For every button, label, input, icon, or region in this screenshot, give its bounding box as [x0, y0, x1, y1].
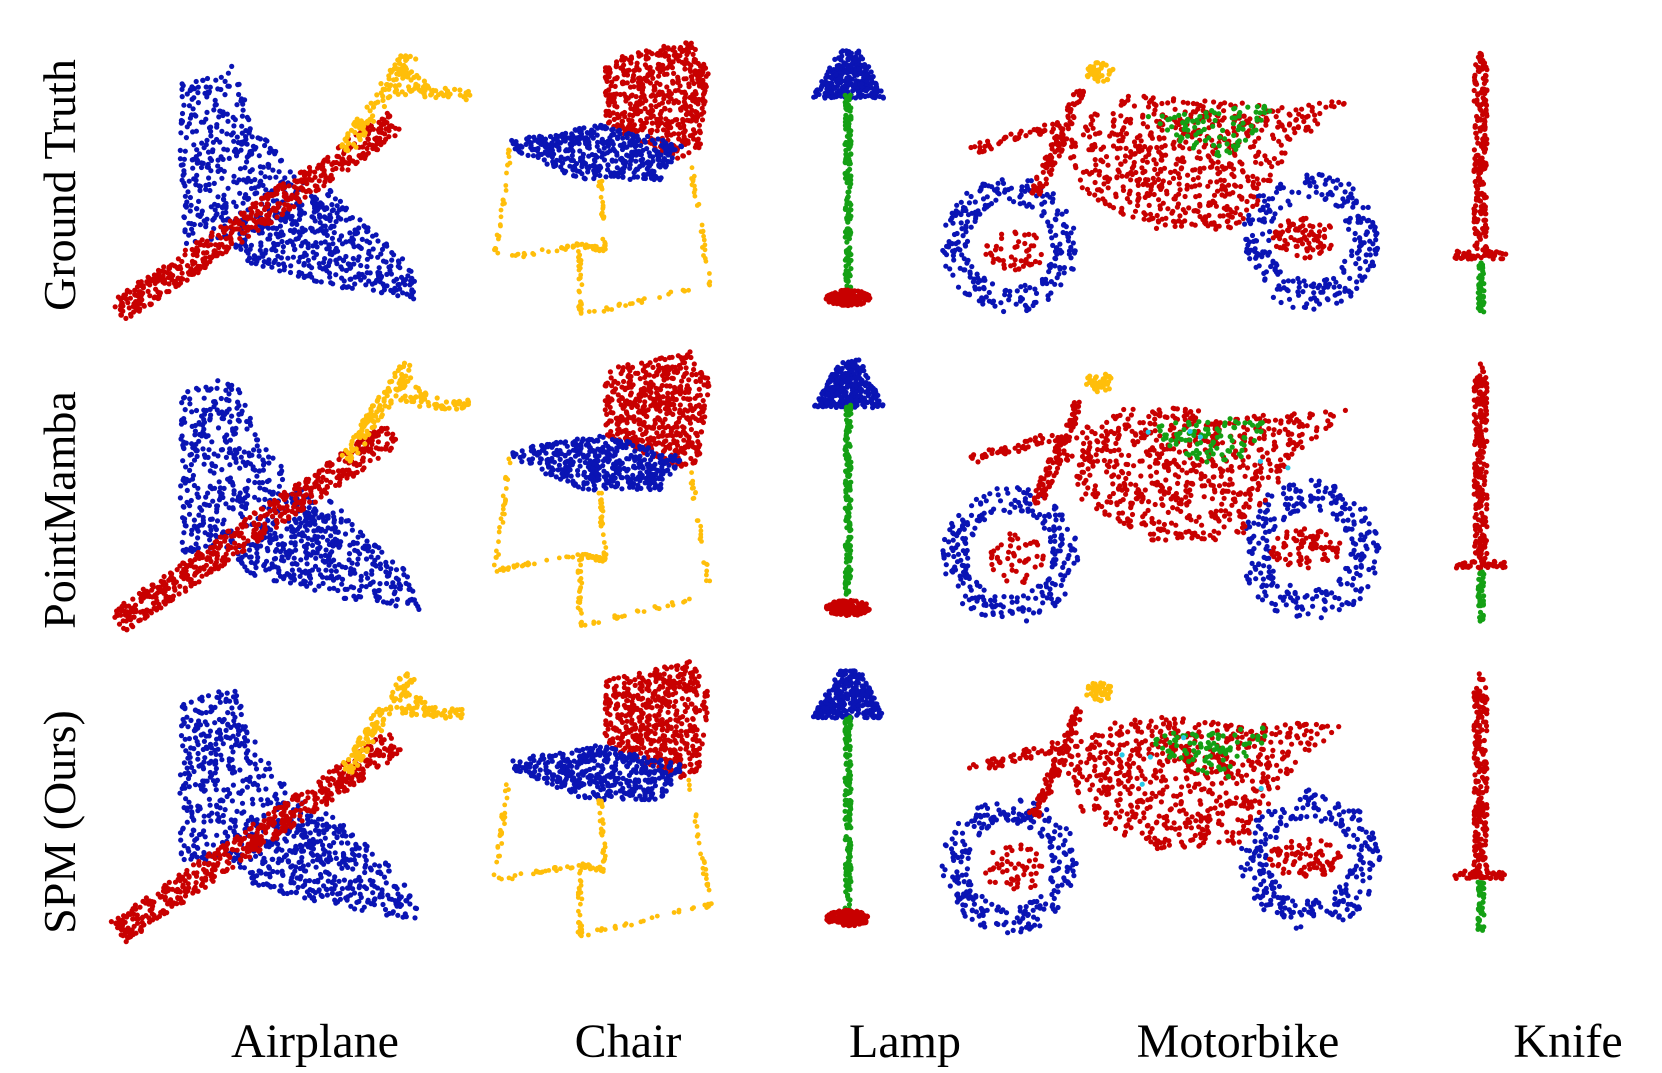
- column-label-chair: Chair: [575, 1015, 682, 1068]
- pointcloud-lamp-spm-ours: [810, 668, 885, 929]
- row-label-ground-truth: Ground Truth: [34, 59, 85, 311]
- row-label-pointmamba: PointMamba: [34, 391, 85, 629]
- pointcloud-knife-spm-ours: [1452, 671, 1507, 933]
- pointcloud-lamp-pointmamba: [812, 357, 886, 619]
- pointcloud-motorbike-ground-truth: [940, 60, 1381, 315]
- pointcloud-chair-pointmamba: [491, 349, 713, 628]
- pointcloud-knife-ground-truth: [1452, 50, 1509, 315]
- pointcloud-lamp-ground-truth: [811, 48, 887, 309]
- column-label-airplane: Airplane: [231, 1015, 399, 1068]
- pointcloud-airplane-pointmamba: [112, 360, 472, 633]
- pointcloud-chair-spm-ours: [491, 659, 714, 939]
- column-label-motorbike: Motorbike: [1137, 1015, 1340, 1068]
- column-label-knife: Knife: [1513, 1015, 1622, 1068]
- pointcloud-chair-ground-truth: [492, 40, 713, 316]
- pointcloud-motorbike-spm-ours: [939, 680, 1383, 936]
- row-label-spm-ours: SPM (Ours): [34, 710, 85, 934]
- pointcloud-airplane-ground-truth: [112, 53, 473, 321]
- pointcloud-knife-pointmamba: [1453, 361, 1508, 624]
- column-label-lamp: Lamp: [849, 1015, 961, 1068]
- pointcloud-motorbike-pointmamba: [940, 371, 1382, 624]
- pointcloud-airplane-spm-ours: [108, 671, 465, 945]
